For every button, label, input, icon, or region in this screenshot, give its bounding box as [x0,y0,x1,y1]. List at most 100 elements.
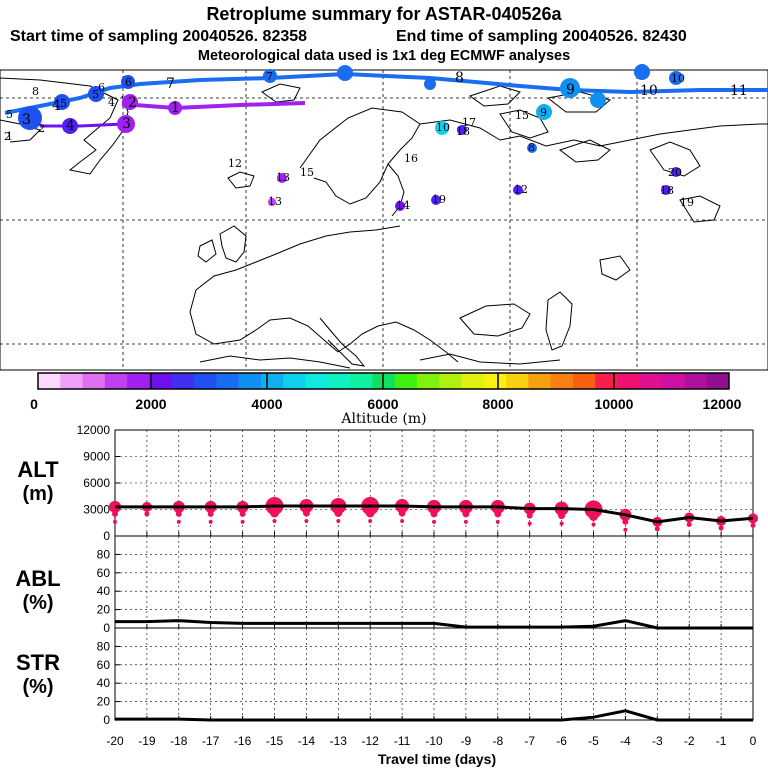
plume-marker [18,106,42,130]
map-label-purple-2: 2 [128,95,137,111]
x-tick-label: -20 [106,734,124,748]
map-point-label: 9 [540,106,547,119]
map-label-blue-11: 11 [730,83,748,99]
x-tick-label: -14 [298,734,316,748]
alt-marker-spread [495,519,500,524]
x-tick-label: -1 [716,734,727,748]
alt-marker-spread [463,519,468,524]
map-point-label: 14 [396,199,410,212]
y-tick-label: 0 [103,529,110,543]
y-tick-label: 12000 [77,423,111,437]
map-point-label: 13 [268,195,282,208]
x-tick-label: -13 [330,734,348,748]
alt-marker-spread [432,519,436,524]
x-tick-label: -19 [138,734,156,748]
colorbar-tick: 4000 [251,396,282,412]
y-tick-label: 3000 [83,503,110,517]
map-label-blue-10: 10 [640,83,658,99]
colorbar-swatch [528,373,552,389]
map-point-label: 18 [456,125,470,138]
alt-marker-spread [623,527,628,532]
map-label-blue-9: 9 [566,82,575,98]
map-label-blue-3: 3 [22,112,31,128]
plume-marker [263,69,277,83]
alt-marker-spread [304,518,309,523]
colorbar-swatch [461,373,485,389]
map-label-purple-3: 3 [122,116,131,132]
x-tick-label: 0 [750,734,757,748]
series-line-str [115,709,753,722]
colorbar-swatch [394,373,418,389]
alt-marker-spread [112,510,118,517]
map-point-label: 12 [514,183,528,196]
alt-marker-spread [526,512,533,519]
alt-marker-spread [365,508,375,518]
figure-title: Retroplume summary for ASTAR-040526a [206,4,562,24]
map-label-blue-7a: 7 [166,76,175,92]
plume-path-purple [121,101,306,111]
colorbar-swatch [171,373,195,389]
colorbar-swatch [127,373,150,389]
colorbar-swatch [82,373,106,389]
plume-marker [590,92,606,108]
alt-marker-spread [430,510,438,518]
map-point-label: 19 [680,196,694,209]
alt-marker-spread [272,518,277,523]
colorbar-swatch [238,373,262,389]
colorbar-swatch [283,373,306,389]
alt-marker-spread [144,511,150,517]
plume-marker [527,143,537,153]
colorbar-swatch [684,373,708,389]
plume-marker [168,101,182,115]
alt-marker-spread [302,509,310,517]
map-label-blue-2: 2 [4,130,11,143]
alt-marker-spread [527,521,532,526]
map-point-label: 16 [404,152,418,165]
alt-marker-spread [654,526,660,532]
map-point-label: 2 [38,122,45,135]
y-tick-label: 20 [97,603,111,617]
y-tick-label: 0 [103,621,110,635]
alt-marker-spread [175,510,182,517]
map-point-label: 12 [228,157,242,170]
alt-marker-spread [686,521,692,527]
y-tick-label: 60 [97,658,111,672]
plume-marker [457,125,467,135]
map-label-blue-5: 5 [92,88,99,101]
map-point-label: 8 [528,141,535,154]
x-tick-label: -17 [202,734,220,748]
alt-marker-spread [240,519,245,524]
alt-marker-spread [462,510,470,518]
x-tick-label: -16 [234,734,252,748]
alt-marker-spread [334,508,343,517]
y-tick-label: 0 [103,713,110,727]
alt-marker-spread [750,522,756,528]
plume-marker [661,185,671,195]
start-time: Start time of sampling 20040526. 82358 [10,28,307,45]
plume-marker [277,173,287,183]
colorbar-tick: 6000 [367,396,398,412]
alt-marker-spread [207,510,214,517]
colorbar-swatch [550,373,574,389]
colorbar-tick: 12000 [703,396,742,412]
map-point-label: 4 [108,96,115,109]
alt-marker-spread [368,518,373,523]
colorbar-swatch [506,373,529,389]
alt-marker-spread [239,510,246,517]
colorbar-swatch [662,373,685,389]
x-tick-label: -7 [524,734,535,748]
map-label-blue-8: 8 [455,70,464,86]
altitude-colorbar [37,372,730,390]
map-label-purple-1: 1 [171,100,180,116]
plume-marker [431,195,441,205]
plume-marker [337,65,353,81]
plume-marker [634,64,650,80]
plume-marker [268,198,276,206]
plume-marker [435,121,449,135]
colorbar-swatch [104,373,128,389]
alt-marker-spread [400,518,405,523]
alt-marker-spread [270,508,279,518]
plume-marker [424,78,436,90]
colorbar-swatch [595,373,619,389]
